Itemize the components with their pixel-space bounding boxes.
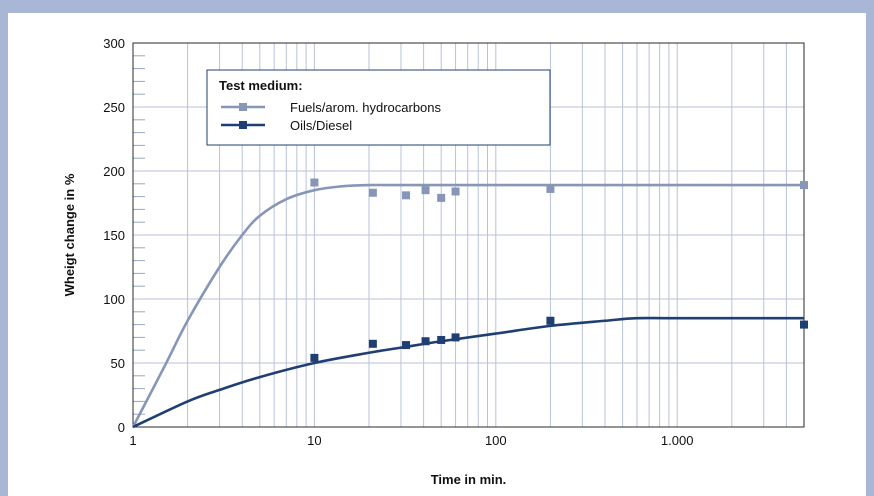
- y-axis-title: Wheigt change in %: [62, 173, 77, 296]
- plot-area: [132, 42, 805, 428]
- x-tick-label: 1: [129, 433, 136, 448]
- fuels-data-point: [437, 193, 446, 202]
- legend-entry-fuels-label: Fuels/arom. hydrocarbons: [290, 100, 442, 115]
- data-markers: [310, 178, 808, 362]
- oils-data-point: [451, 333, 460, 342]
- y-tick-label: 200: [103, 164, 125, 179]
- oils-data-point: [800, 320, 808, 329]
- oils-data-point: [421, 337, 430, 346]
- legend-entry-oils-marker: [239, 121, 247, 129]
- y-tick-label: 250: [103, 100, 125, 115]
- y-minor-ticks: [133, 55, 145, 415]
- trend-lines: [131, 183, 804, 429]
- x-tick-label: 100: [485, 433, 507, 448]
- y-tick-label: 50: [111, 356, 125, 371]
- oils-data-point: [546, 316, 555, 325]
- fuels-data-point: [402, 191, 411, 200]
- x-tick-label: 1.000: [661, 433, 694, 448]
- y-tick-label: 300: [103, 36, 125, 51]
- y-tick-labels: 0 50 100 150 200 250 300: [103, 36, 125, 435]
- legend-entry-oils-label: Oils/Diesel: [290, 118, 352, 133]
- y-tick-label: 150: [103, 228, 125, 243]
- fuels-data-point: [310, 178, 319, 187]
- y-tick-label: 100: [103, 292, 125, 307]
- fuels-data-point: [368, 188, 377, 197]
- legend-entry-fuels-marker: [239, 103, 247, 111]
- oils-trend-line: [132, 316, 804, 429]
- fuels-data-point: [546, 184, 555, 193]
- fuels-trend-line: [131, 183, 804, 428]
- fuels-data-point: [800, 181, 808, 190]
- oils-data-point: [402, 341, 411, 350]
- x-tick-labels: 1 10 100 1.000: [129, 433, 693, 448]
- oils-data-point: [310, 353, 319, 362]
- x-axis-title: Time in min.: [431, 472, 507, 487]
- fuels-data-point: [451, 187, 460, 196]
- legend-title: Test medium:: [219, 78, 303, 93]
- oils-data-point: [368, 339, 377, 348]
- y-tick-label: 0: [118, 420, 125, 435]
- oils-data-point: [437, 335, 446, 344]
- x-tick-label: 10: [307, 433, 321, 448]
- legend: Test medium: Fuels/arom. hydrocarbons Oil…: [206, 69, 551, 146]
- fuels-data-point: [421, 186, 430, 195]
- legend-entries: Fuels/arom. hydrocarbons Oils/Diesel: [221, 100, 442, 133]
